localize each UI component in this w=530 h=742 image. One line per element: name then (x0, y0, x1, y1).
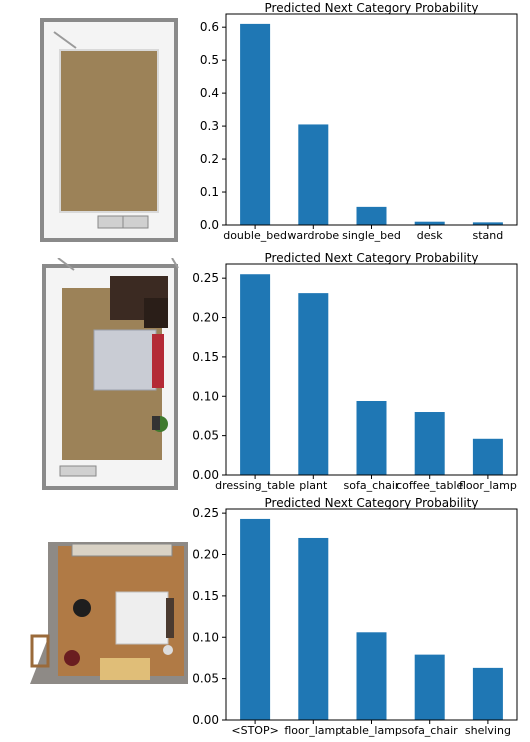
y-tick-label: 0.20 (192, 548, 219, 562)
y-tick-label: 0.10 (192, 389, 219, 403)
axes-frame (225, 263, 518, 476)
y-tick-label: 0.00 (192, 468, 219, 482)
room-render-3 (28, 538, 190, 688)
x-tick-label: double_bed (223, 229, 287, 242)
bar-shelving (472, 667, 503, 720)
chart-title: Predicted Next Category Probability (265, 496, 479, 510)
x-tick-label: table_lamp (341, 724, 402, 737)
bar-<STOP> (240, 518, 271, 720)
y-tick-label: 0.2 (200, 152, 219, 166)
bar-desk (414, 221, 445, 225)
y-tick-label: 0.00 (192, 713, 219, 727)
bar-sofa_chair (414, 654, 445, 720)
bar-stand (472, 222, 503, 225)
bar-chart-2: Predicted Next Category Probability dress… (180, 250, 530, 497)
x-tick-label: dressing_table (215, 479, 295, 492)
x-tick-label: sofa_chair (344, 479, 400, 492)
x-tick-label: <STOP> (231, 724, 278, 737)
y-tick-label: 0.5 (200, 53, 219, 67)
chart-title: Predicted Next Category Probability (265, 251, 479, 265)
bar-plant (298, 293, 329, 475)
bar-coffee_table (414, 412, 445, 475)
x-tick-label: shelving (465, 724, 511, 737)
room-render-2 (40, 257, 180, 490)
x-tick-label: floor_lamp (459, 479, 517, 492)
bar-dressing_table (240, 274, 271, 475)
y-tick-label: 0.15 (192, 589, 219, 603)
y-tick-label: 0.0 (200, 218, 219, 232)
x-tick-label: sofa_chair (402, 724, 458, 737)
y-tick-label: 0.6 (200, 20, 219, 34)
y-tick-label: 0.25 (192, 271, 219, 285)
bar-single_bed (356, 206, 387, 225)
bar-wardrobe (298, 124, 329, 225)
bar-chart-1: Predicted Next Category Probability doubl… (180, 0, 530, 247)
y-tick-label: 0.05 (192, 672, 219, 686)
x-tick-label: plant (299, 479, 328, 492)
axes-frame (225, 508, 518, 721)
y-tick-label: 0.05 (192, 429, 219, 443)
x-tick-label: wardrobe (287, 229, 339, 242)
x-tick-label: desk (417, 229, 443, 242)
x-tick-label: single_bed (342, 229, 401, 242)
room-render-1 (40, 18, 180, 243)
bar-double_bed (240, 23, 271, 225)
bar-sofa_chair (356, 400, 387, 475)
y-tick-label: 0.4 (200, 86, 219, 100)
y-tick-label: 0.25 (192, 506, 219, 520)
y-tick-label: 0.10 (192, 630, 219, 644)
x-tick-label: stand (473, 229, 504, 242)
bar-floor_lamp (298, 537, 329, 720)
y-tick-label: 0.3 (200, 119, 219, 133)
y-tick-label: 0.15 (192, 350, 219, 364)
axes-frame (225, 13, 518, 226)
y-tick-label: 0.1 (200, 185, 219, 199)
chart-title: Predicted Next Category Probability (265, 1, 479, 15)
bar-chart-3: Predicted Next Category Probability <STOP… (180, 495, 530, 742)
bar-table_lamp (356, 632, 387, 720)
x-tick-label: floor_lamp (284, 724, 342, 737)
x-tick-label: coffee_table (396, 479, 463, 492)
y-tick-label: 0.20 (192, 311, 219, 325)
bar-floor_lamp (472, 438, 503, 475)
